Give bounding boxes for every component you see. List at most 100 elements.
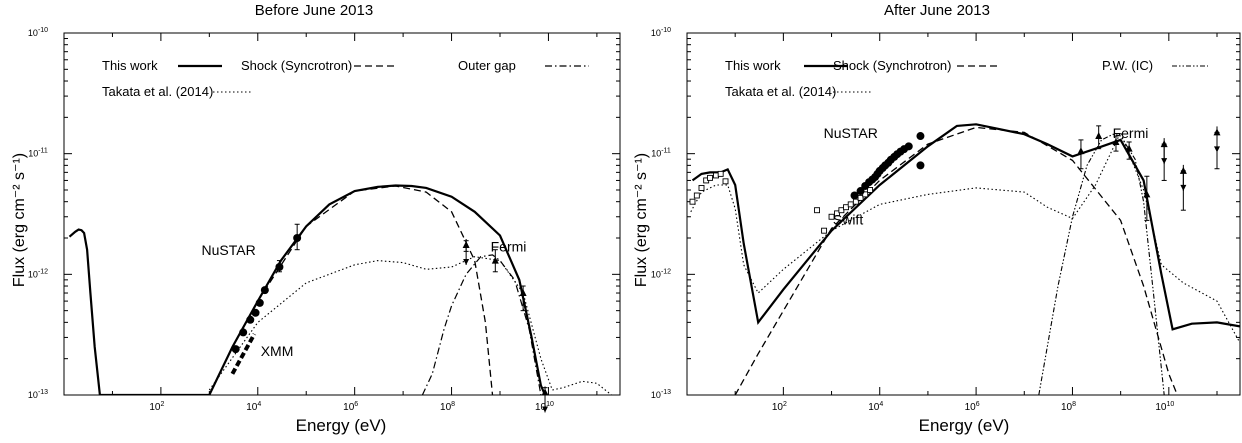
swift-point [722, 178, 729, 185]
curve-this-work [691, 123, 1240, 331]
instrument-labels: NuSTAR XMM Fermi [202, 238, 527, 359]
upper-limit-arrowhead [463, 259, 470, 266]
swift-point [828, 213, 835, 220]
swift-point [847, 201, 854, 208]
fermi-point [1095, 132, 1103, 140]
nustar-point [904, 142, 913, 151]
model-curves [690, 123, 1240, 395]
panel-after-june-2013: After June 2013 Energy (eV) Flux (erg cm… [633, 2, 1241, 435]
legend-label: P.W. (IC) [1102, 58, 1153, 73]
swift-point [834, 210, 840, 217]
y-tick-label: 10-11 [28, 148, 48, 159]
instrument-label: Swift [833, 211, 863, 227]
legend-label: Shock (Syncrotron) [241, 58, 352, 73]
x-axis-label: Energy (eV) [296, 416, 387, 435]
curve-shock [257, 185, 494, 395]
y-tick-label: 10-12 [28, 268, 48, 279]
x-tick-label: 1010 [1155, 401, 1174, 413]
swift-point [689, 198, 696, 205]
fermi-point [1125, 144, 1133, 152]
swift-point [857, 194, 864, 201]
xmm-point [255, 298, 264, 307]
curve-outer-gap [421, 254, 542, 395]
x-tick-label: 108 [1061, 401, 1076, 413]
fermi-point [1160, 140, 1168, 148]
y-tick-label: 10-10 [651, 27, 671, 38]
y-tick-label: 10-13 [28, 389, 48, 400]
x-tick-label: 102 [149, 401, 164, 413]
legend-label: Takata et al. (2014) [102, 84, 213, 99]
legend-label: This work [725, 58, 781, 73]
upper-limit-arrowhead [1161, 158, 1168, 165]
fermi-point [1077, 147, 1085, 155]
x-tick-label: 106 [343, 401, 358, 413]
fermi-point [491, 256, 499, 264]
instrument-label: Fermi [491, 238, 527, 254]
y-axis-label: Flux (erg cm⁻² s⁻¹) [11, 153, 28, 287]
swift-point [838, 207, 845, 214]
swift-point [717, 170, 724, 177]
curve-takata [690, 131, 1240, 344]
fermi-point [1112, 137, 1120, 145]
panel-title: After June 2013 [884, 2, 990, 19]
swift-point [867, 187, 874, 193]
swift-point [707, 174, 713, 181]
panel-before-june-2013: Before June 2013 Energy (eV) Flux (erg c… [11, 2, 621, 435]
xmm-point [251, 308, 260, 317]
legend-label: This work [102, 58, 158, 73]
upper-limit-arrowhead [542, 406, 549, 413]
panel-title: Before June 2013 [255, 2, 373, 19]
curve-shock [734, 126, 1178, 395]
y-tick-label: 10-13 [651, 389, 671, 400]
nustar-point [850, 191, 859, 200]
y-tick-label: 10-10 [28, 27, 48, 38]
instrument-label: Fermi [1113, 125, 1149, 141]
upper-limit-arrowhead [1180, 184, 1187, 191]
nustar-point [293, 234, 302, 243]
xmm-point [246, 315, 255, 324]
curve-this-work [68, 184, 547, 395]
legend-label: Outer gap [458, 58, 516, 73]
nustar-point [275, 263, 284, 272]
swift-point [814, 207, 820, 214]
instrument-label: NuSTAR [824, 125, 878, 141]
instrument-labels: NuSTAR Swift Fermi [824, 125, 1149, 227]
y-tick-label: 10-11 [651, 148, 671, 159]
nustar-point [916, 132, 925, 141]
legend: This work Shock (Syncrotron) Outer gap Taka… [102, 58, 589, 99]
legend-label: Shock (Synchrotron) [833, 58, 952, 73]
fermi-point [519, 289, 527, 297]
legend-label: Takata et al. (2014) [725, 84, 836, 99]
x-tick-label: 104 [246, 401, 261, 413]
x-tick-label: 104 [868, 401, 883, 413]
y-tick-label: 10-12 [651, 268, 671, 279]
nustar-point [856, 187, 865, 196]
swift-point [821, 227, 828, 234]
fermi-point [1143, 190, 1151, 198]
curve-takata [208, 256, 612, 395]
curve-pw-ic [1038, 133, 1165, 395]
swift-point [698, 184, 705, 191]
data-points [689, 125, 1221, 234]
curve-xmm-band [230, 333, 257, 375]
instrument-label: NuSTAR [202, 242, 256, 258]
swift-point [693, 192, 700, 199]
fermi-point [1213, 128, 1221, 136]
data-points [231, 223, 549, 413]
x-tick-label: 102 [772, 401, 787, 413]
instrument-label: XMM [261, 343, 294, 359]
y-axis-label: Flux (erg cm⁻² s⁻¹) [633, 153, 650, 287]
model-curves [68, 184, 612, 395]
nustar-point [916, 161, 925, 170]
xmm-point [239, 328, 248, 337]
fermi-point [1179, 166, 1187, 174]
plot-frame [63, 32, 621, 396]
xmm-point [260, 286, 269, 295]
x-tick-label: 106 [965, 401, 980, 413]
legend: This work Shock (Synchrotron) P.W. (IC) Tak… [725, 58, 1208, 99]
upper-limit-arrowhead [1214, 146, 1221, 153]
x-axis-label: Energy (eV) [919, 416, 1010, 435]
plot-frame [686, 32, 1241, 396]
fermi-point [541, 388, 549, 396]
